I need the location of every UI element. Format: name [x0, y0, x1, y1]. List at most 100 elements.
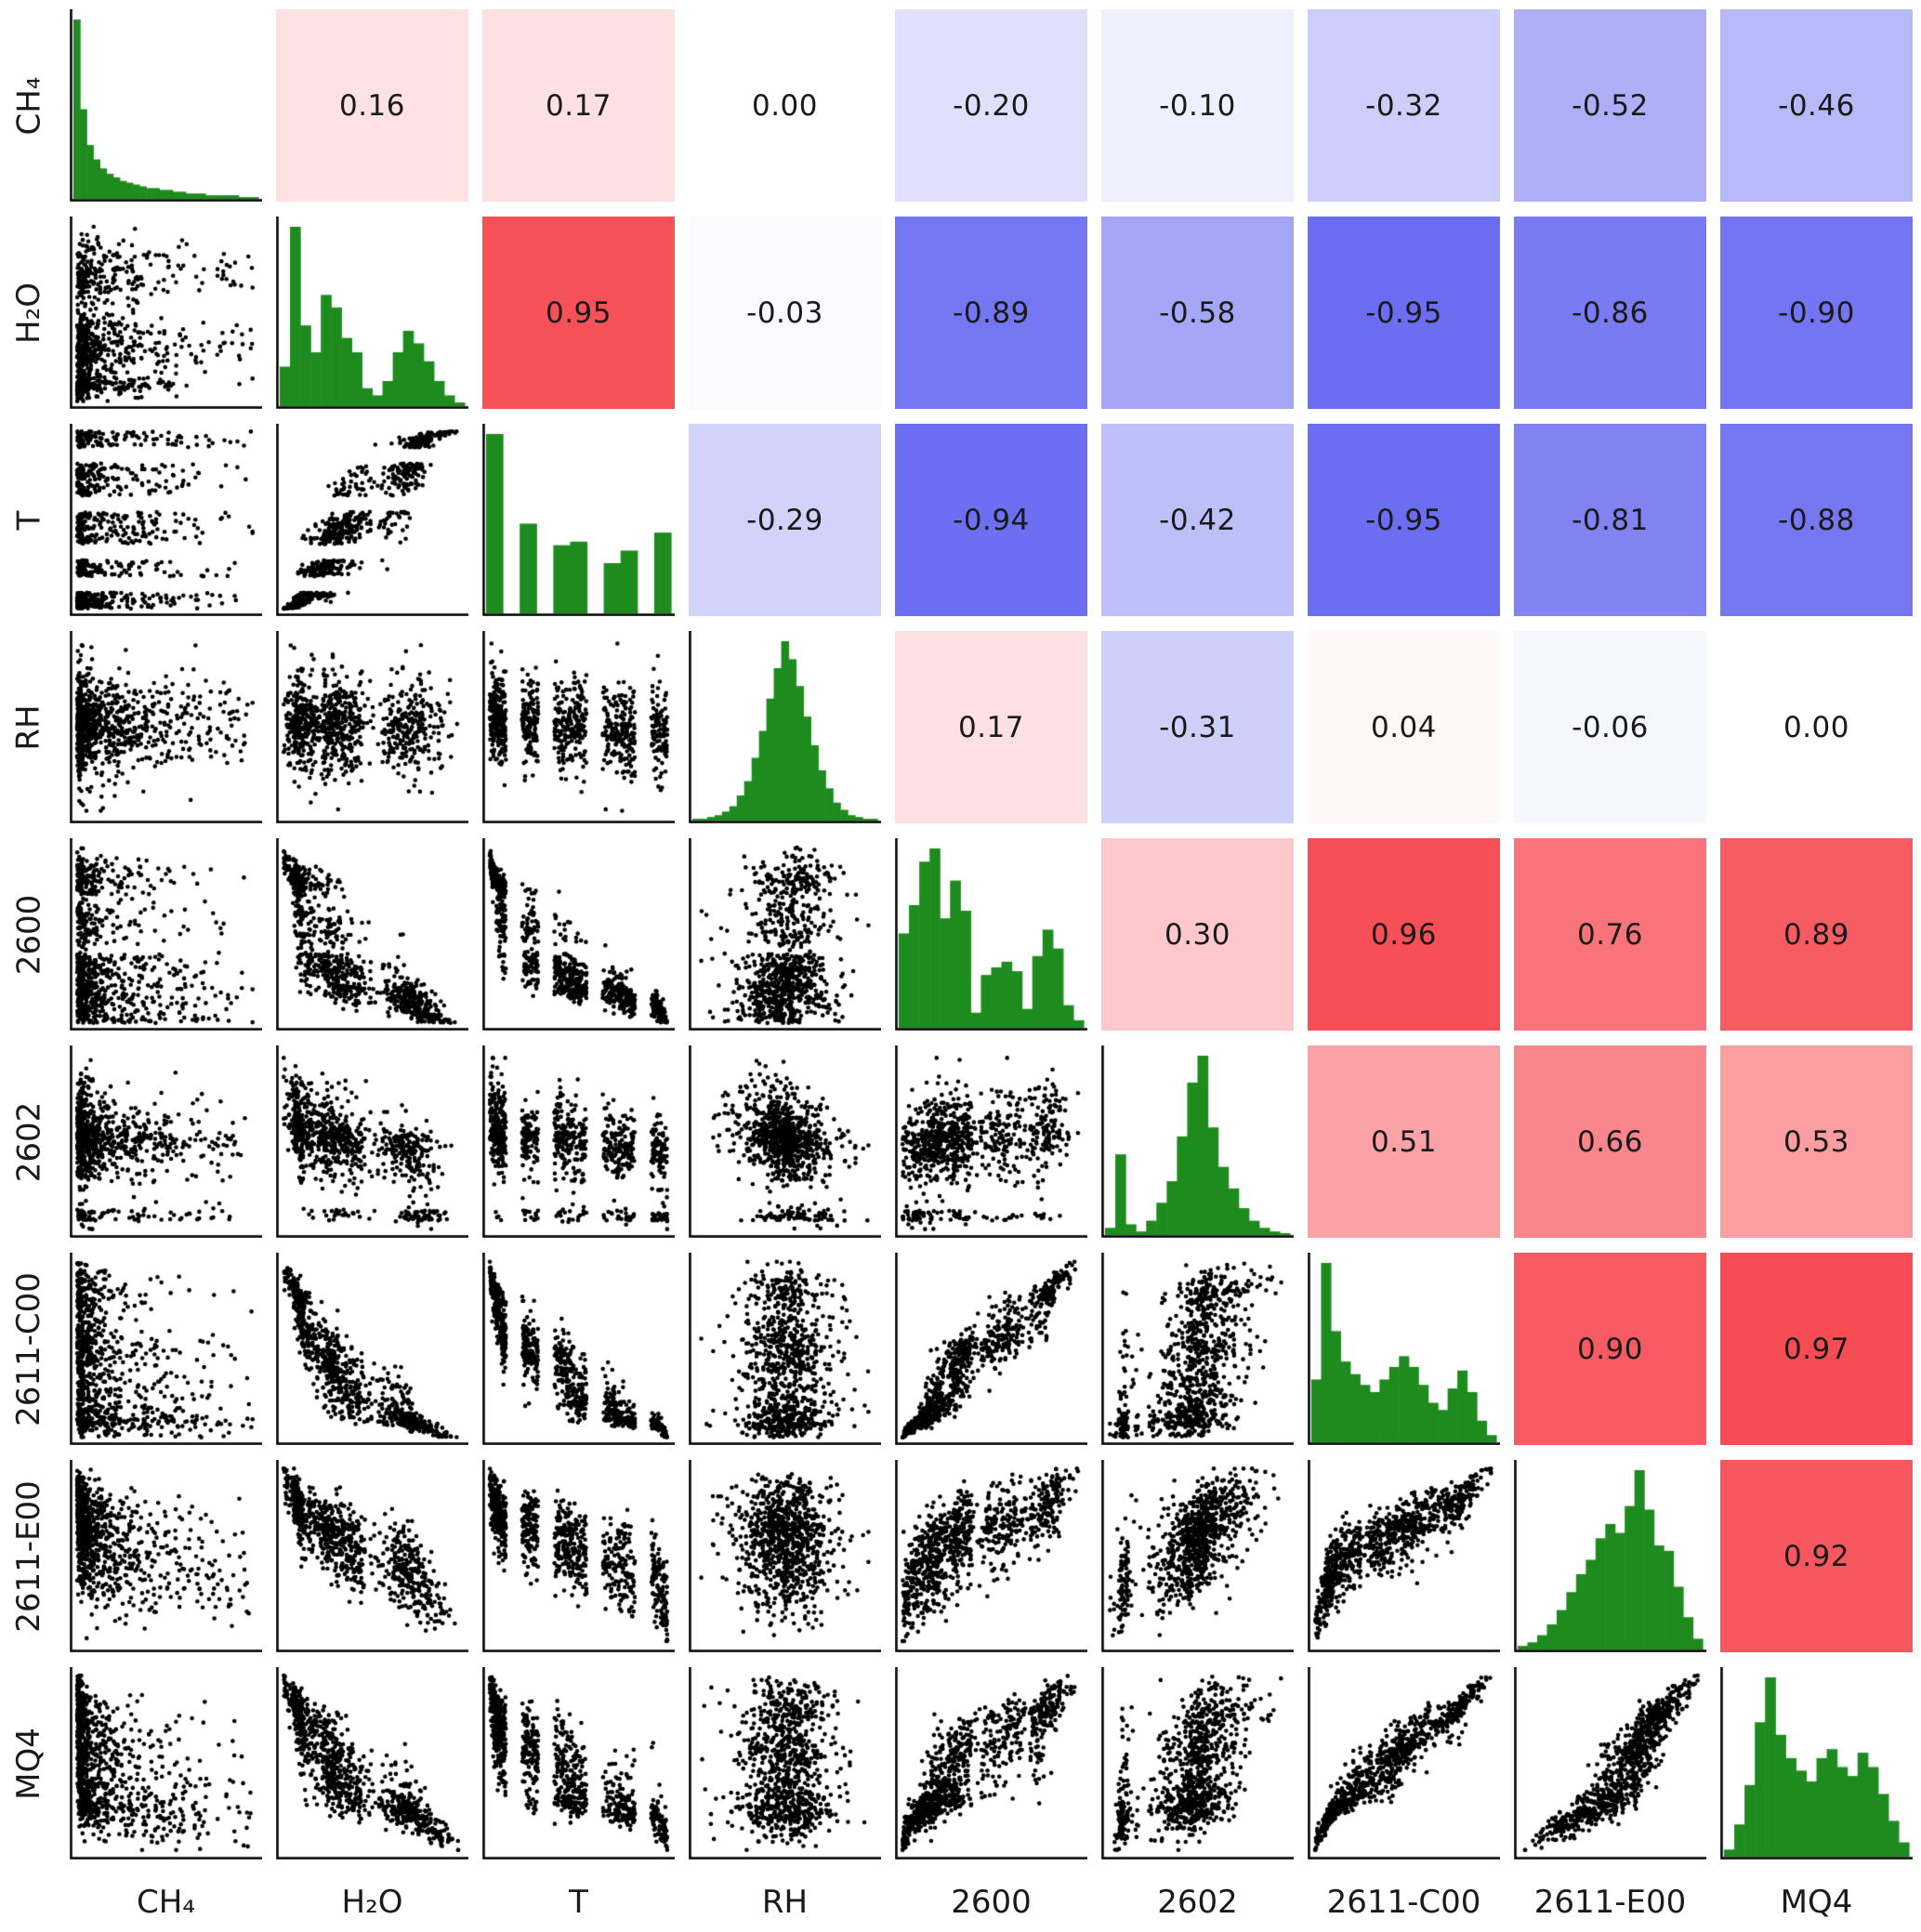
row-label-2611-e00: 2611-E00 [2, 1460, 56, 1652]
row-label-2611-c00: 2611-C00 [2, 1253, 56, 1445]
scatter-canvas-2611-e00-vs-2600 [895, 1460, 1087, 1652]
col-label-text: 2602 [1157, 1884, 1238, 1921]
correlation-value: 0.00 [1783, 710, 1850, 744]
correlation-value: 0.16 [338, 88, 406, 123]
corr-cell-h2o-rh: -0.03 [689, 217, 881, 409]
scatter-canvas-2600-vs-ch4 [70, 838, 262, 1031]
corr-cell-2602-2611-c00: 0.51 [1308, 1045, 1500, 1238]
scatter-canvas-2611-e00-vs-t [482, 1460, 675, 1652]
correlation-value: 0.17 [545, 88, 612, 123]
row-label-h2o: H₂O [2, 217, 56, 409]
col-label-text: 2611-E00 [1533, 1884, 1687, 1921]
scatter-canvas-2602-vs-t [482, 1045, 675, 1238]
correlation-value: -0.42 [1159, 503, 1236, 537]
scatter-cell-2602-vs-h2o [276, 1045, 468, 1238]
corr-cell-2600-mq4: 0.89 [1720, 838, 1913, 1031]
corr-cell-t-2600: -0.94 [895, 424, 1087, 616]
corr-cell-2602-mq4: 0.53 [1720, 1045, 1913, 1238]
corr-cell-ch4-2611-c00: -0.32 [1308, 9, 1500, 202]
scatter-cell-mq4-vs-2602 [1101, 1667, 1294, 1860]
corr-cell-h2o-2602: -0.58 [1101, 217, 1294, 409]
row-label-text: 2611-C00 [10, 1271, 47, 1426]
correlation-value: -0.81 [1572, 503, 1649, 537]
scatter-cell-mq4-vs-2600 [895, 1667, 1087, 1860]
col-label-2611-c00: 2611-C00 [1308, 1874, 1500, 1926]
scatter-canvas-2611-c00-vs-t [482, 1253, 675, 1445]
col-label-text: MQ4 [1780, 1884, 1853, 1921]
scatter-canvas-2611-e00-vs-2602 [1101, 1460, 1294, 1652]
col-label-text: T [569, 1884, 588, 1921]
correlation-value: -0.32 [1365, 88, 1442, 123]
hist-cell-2602 [1101, 1045, 1294, 1238]
scatter-canvas-rh-vs-h2o [276, 631, 468, 823]
corr-cell-2600-2611-c00: 0.96 [1308, 838, 1500, 1031]
correlation-value: 0.95 [545, 296, 612, 330]
correlation-value: -0.86 [1572, 296, 1649, 330]
correlation-value: 0.51 [1370, 1124, 1438, 1159]
scatter-cell-rh-vs-h2o [276, 631, 468, 823]
row-label-2602: 2602 [2, 1045, 56, 1238]
scatter-cell-mq4-vs-h2o [276, 1667, 468, 1860]
scatter-cell-2611-c00-vs-h2o [276, 1253, 468, 1445]
correlation-value: -0.58 [1159, 296, 1236, 330]
correlation-value: -0.31 [1159, 710, 1236, 744]
scatter-canvas-2602-vs-rh [689, 1045, 881, 1238]
corr-cell-h2o-2600: -0.89 [895, 217, 1087, 409]
hist-cell-rh [689, 631, 881, 823]
correlation-value: 0.92 [1783, 1539, 1850, 1573]
scatter-canvas-2600-vs-h2o [276, 838, 468, 1031]
scatter-canvas-2600-vs-t [482, 838, 675, 1031]
corr-cell-rh-2600: 0.17 [895, 631, 1087, 823]
corr-cell-t-rh: -0.29 [689, 424, 881, 616]
scatter-cell-2602-vs-2600 [895, 1045, 1087, 1238]
corr-cell-ch4-h2o: 0.16 [276, 9, 468, 202]
scatter-canvas-mq4-vs-t [482, 1667, 675, 1860]
correlation-value: 0.96 [1370, 917, 1438, 952]
correlation-value: 0.90 [1576, 1332, 1644, 1366]
correlation-value: 0.76 [1576, 917, 1644, 952]
scatter-canvas-rh-vs-ch4 [70, 631, 262, 823]
corr-cell-rh-mq4: 0.00 [1720, 631, 1913, 823]
scatter-canvas-mq4-vs-2611-e00 [1514, 1667, 1706, 1860]
scatter-canvas-t-vs-ch4 [70, 424, 262, 616]
row-label-rh: RH [2, 631, 56, 823]
row-label-text: RH [9, 703, 47, 751]
row-label-text: CH₄ [10, 76, 47, 135]
row-label-text: 2602 [10, 1101, 47, 1182]
col-label-text: 2600 [951, 1884, 1032, 1921]
col-label-text: H₂O [341, 1884, 403, 1921]
scatter-canvas-mq4-vs-2611-c00 [1308, 1667, 1500, 1860]
scatter-canvas-2611-e00-vs-h2o [276, 1460, 468, 1652]
scatter-canvas-mq4-vs-rh [689, 1667, 881, 1860]
scatter-cell-t-vs-h2o [276, 424, 468, 616]
scatter-canvas-2611-c00-vs-rh [689, 1253, 881, 1445]
correlation-value: -0.90 [1778, 296, 1855, 330]
correlation-value: -0.89 [953, 296, 1030, 330]
correlation-value: 0.17 [957, 710, 1025, 744]
corr-cell-h2o-2611-e00: -0.86 [1514, 217, 1706, 409]
scatter-cell-mq4-vs-2611-e00 [1514, 1667, 1706, 1860]
col-label-mq4: MQ4 [1720, 1874, 1913, 1926]
scatter-cell-2602-vs-ch4 [70, 1045, 262, 1238]
scatter-cell-rh-vs-ch4 [70, 631, 262, 823]
scatter-canvas-rh-vs-t [482, 631, 675, 823]
scatter-cell-2611-c00-vs-t [482, 1253, 675, 1445]
row-label-text: T [10, 510, 47, 530]
scatter-cell-h2o-vs-ch4 [70, 217, 262, 409]
corr-cell-h2o-2611-c00: -0.95 [1308, 217, 1500, 409]
scatter-cell-2611-c00-vs-rh [689, 1253, 881, 1445]
histogram-canvas-2611-c00 [1308, 1253, 1500, 1445]
correlation-value: -0.20 [953, 88, 1030, 123]
correlation-value: -0.03 [746, 296, 823, 330]
hist-cell-2611-c00 [1308, 1253, 1500, 1445]
histogram-canvas-2611-e00 [1514, 1460, 1706, 1652]
scatter-canvas-2611-c00-vs-2600 [895, 1253, 1087, 1445]
corr-cell-ch4-t: 0.17 [482, 9, 675, 202]
scatter-cell-2611-c00-vs-2602 [1101, 1253, 1294, 1445]
scatter-cell-2611-e00-vs-2600 [895, 1460, 1087, 1652]
corr-cell-2600-2602: 0.30 [1101, 838, 1294, 1031]
corr-cell-ch4-2600: -0.20 [895, 9, 1087, 202]
scatter-cell-mq4-vs-2611-c00 [1308, 1667, 1500, 1860]
scatter-cell-2602-vs-t [482, 1045, 675, 1238]
